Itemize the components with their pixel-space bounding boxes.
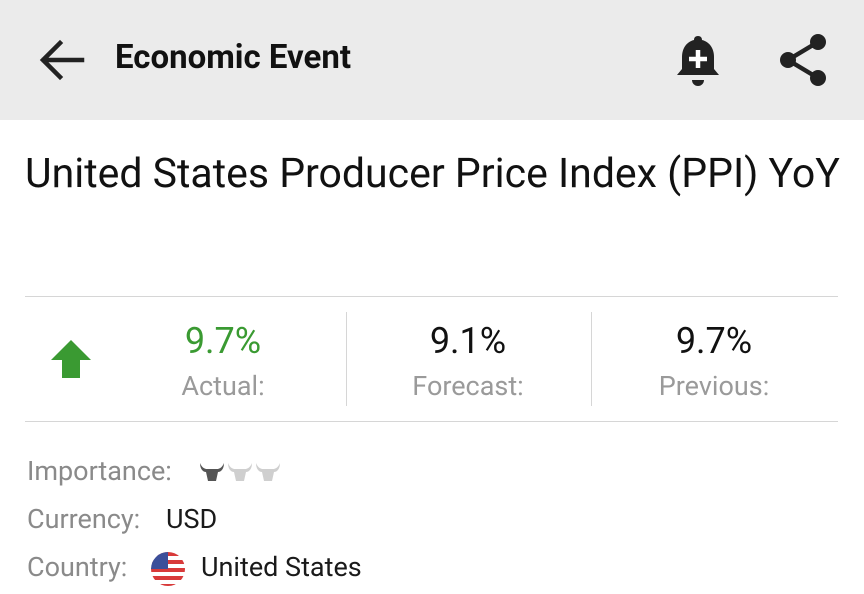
flag-icon — [151, 552, 185, 586]
country-label: Country: — [27, 551, 128, 583]
bull-icon — [256, 463, 280, 481]
divider — [346, 312, 347, 406]
bull-icon — [200, 463, 224, 481]
share-button[interactable] — [776, 32, 832, 88]
bar-title: Economic Event — [115, 38, 352, 77]
bull-icon — [228, 463, 252, 481]
stat-label: Previous: — [658, 370, 770, 402]
divider — [25, 296, 838, 297]
country: United States — [201, 551, 362, 583]
up-arrow — [51, 340, 91, 378]
currency-label: Currency: — [27, 503, 141, 535]
stat-label: Forecast: — [412, 370, 524, 402]
event-title: United States Producer Price Index (PPI)… — [25, 150, 840, 198]
stat-value: 9.7% — [184, 320, 262, 362]
importance-icons — [198, 461, 282, 487]
alert-button[interactable] — [670, 32, 726, 90]
divider — [591, 312, 592, 406]
currency: USD — [166, 503, 218, 535]
stat-value: 9.1% — [429, 320, 507, 362]
stat-label: Actual: — [181, 370, 265, 402]
divider — [25, 421, 838, 422]
stat-value: 9.7% — [675, 320, 753, 362]
importance-label: Importance: — [27, 455, 172, 487]
back-button[interactable] — [36, 36, 88, 84]
top-bar — [0, 0, 864, 120]
